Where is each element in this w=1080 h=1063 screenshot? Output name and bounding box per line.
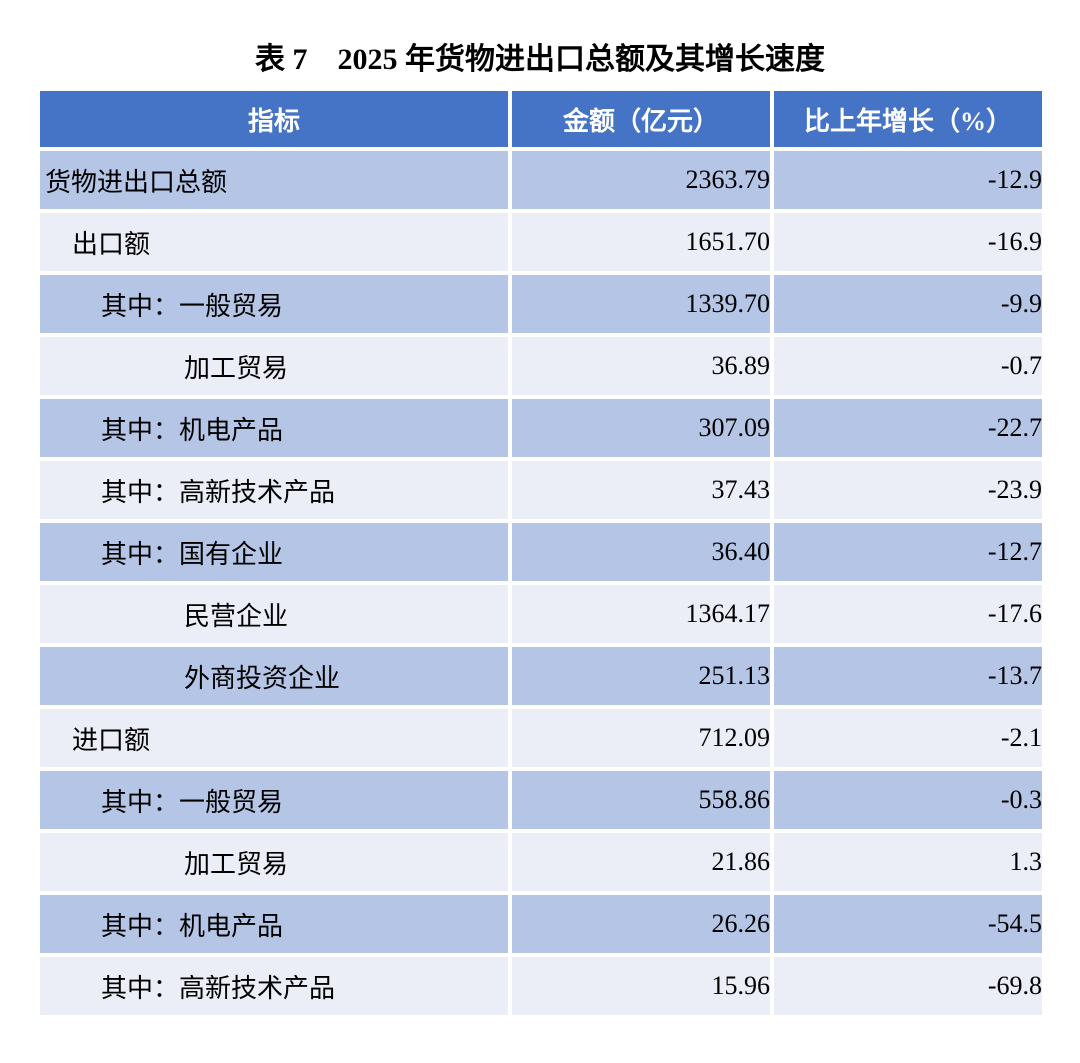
table-row: 民营企业 1364.17 -17.6	[40, 585, 1042, 647]
table-title: 表 7 2025 年货物进出口总额及其增长速度	[255, 43, 825, 76]
table-body: 货物进出口总额 2363.79 -12.9 出口额 1651.70 -16.9 …	[40, 151, 1042, 1015]
table-row: 加工贸易 36.89 -0.7	[40, 337, 1042, 399]
row-amount: 307.09	[512, 399, 774, 461]
row-label: 加工贸易	[40, 833, 512, 895]
row-label: 加工贸易	[40, 337, 512, 399]
table-row: 其中：机电产品 307.09 -22.7	[40, 399, 1042, 461]
column-header-growth: 比上年增长（%）	[774, 91, 1042, 151]
imports-exports-table: 指标 金额（亿元） 比上年增长（%） 货物进出口总额 2363.79 -12.9…	[40, 91, 1042, 1015]
row-amount: 712.09	[512, 709, 774, 771]
row-growth: -2.1	[774, 709, 1042, 771]
row-growth: -12.7	[774, 523, 1042, 585]
row-amount: 558.86	[512, 771, 774, 833]
row-growth: -23.9	[774, 461, 1042, 523]
row-amount: 26.26	[512, 895, 774, 957]
row-growth: -17.6	[774, 585, 1042, 647]
row-growth: -13.7	[774, 647, 1042, 709]
row-amount: 36.89	[512, 337, 774, 399]
row-growth: -22.7	[774, 399, 1042, 461]
table-row: 其中：机电产品 26.26 -54.5	[40, 895, 1042, 957]
row-growth: -69.8	[774, 957, 1042, 1015]
column-header-indicator: 指标	[40, 91, 512, 151]
row-growth: -16.9	[774, 213, 1042, 275]
row-amount: 21.86	[512, 833, 774, 895]
table-row: 其中：高新技术产品 37.43 -23.9	[40, 461, 1042, 523]
row-label: 其中：高新技术产品	[40, 957, 512, 1015]
table-row: 出口额 1651.70 -16.9	[40, 213, 1042, 275]
header-row: 指标 金额（亿元） 比上年增长（%）	[40, 91, 1042, 151]
row-label: 其中：机电产品	[40, 895, 512, 957]
row-amount: 251.13	[512, 647, 774, 709]
row-label: 外商投资企业	[40, 647, 512, 709]
table-row: 加工贸易 21.86 1.3	[40, 833, 1042, 895]
row-growth: -0.3	[774, 771, 1042, 833]
row-label: 进口额	[40, 709, 512, 771]
table-row: 货物进出口总额 2363.79 -12.9	[40, 151, 1042, 213]
row-label: 民营企业	[40, 585, 512, 647]
row-label: 其中：一般贸易	[40, 275, 512, 337]
row-label: 其中：一般贸易	[40, 771, 512, 833]
row-label: 货物进出口总额	[40, 151, 512, 213]
table-row: 其中：国有企业 36.40 -12.7	[40, 523, 1042, 585]
row-amount: 36.40	[512, 523, 774, 585]
row-label: 其中：国有企业	[40, 523, 512, 585]
table-row: 外商投资企业 251.13 -13.7	[40, 647, 1042, 709]
row-growth: -0.7	[774, 337, 1042, 399]
row-amount: 1651.70	[512, 213, 774, 275]
row-label: 其中：机电产品	[40, 399, 512, 461]
row-growth: 1.3	[774, 833, 1042, 895]
row-amount: 1364.17	[512, 585, 774, 647]
row-growth: -9.9	[774, 275, 1042, 337]
column-header-amount: 金额（亿元）	[512, 91, 774, 151]
table-row: 其中：高新技术产品 15.96 -69.8	[40, 957, 1042, 1015]
row-amount: 15.96	[512, 957, 774, 1015]
row-label: 出口额	[40, 213, 512, 275]
row-growth: -12.9	[774, 151, 1042, 213]
row-amount: 2363.79	[512, 151, 774, 213]
table-row: 其中：一般贸易 558.86 -0.3	[40, 771, 1042, 833]
row-growth: -54.5	[774, 895, 1042, 957]
table-header: 指标 金额（亿元） 比上年增长（%）	[40, 91, 1042, 151]
row-amount: 37.43	[512, 461, 774, 523]
table-row: 其中：一般贸易 1339.70 -9.9	[40, 275, 1042, 337]
row-label: 其中：高新技术产品	[40, 461, 512, 523]
table-row: 进口额 712.09 -2.1	[40, 709, 1042, 771]
row-amount: 1339.70	[512, 275, 774, 337]
